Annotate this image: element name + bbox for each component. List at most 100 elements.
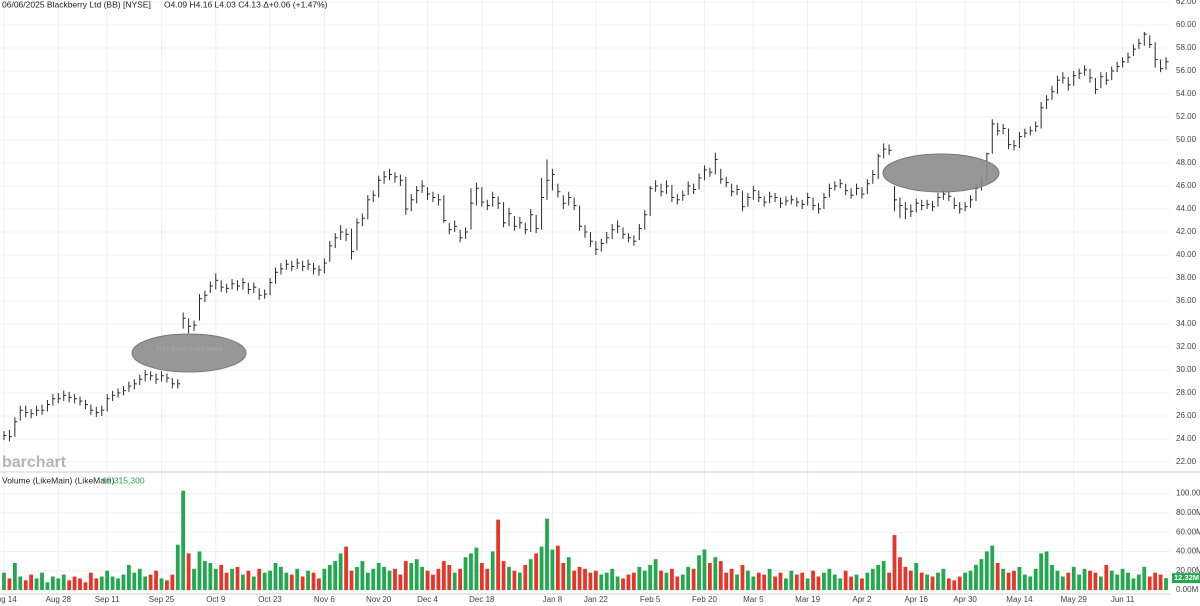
volume-bar: [143, 576, 148, 590]
volume-bar: [355, 566, 359, 590]
volume-bar: [1164, 578, 1168, 590]
y-tick-label: 46.00: [1176, 181, 1197, 190]
volume-bar: [593, 570, 598, 590]
volume-bar: [680, 574, 685, 590]
volume-bar: [523, 564, 528, 590]
volume-bar: [892, 535, 897, 590]
volume-bar: [441, 561, 446, 590]
volume-bar: [919, 572, 924, 590]
volume-bar: [718, 561, 723, 590]
volume-bar: [45, 582, 50, 590]
volume-bar: [192, 568, 196, 590]
volume-bar: [1055, 570, 1060, 590]
volume-bar: [1109, 570, 1114, 590]
volume-bar: [1093, 572, 1098, 590]
x-tick-label: Oct 9: [206, 595, 226, 604]
volume-bar: [137, 568, 142, 590]
volume-bar: [273, 563, 278, 590]
volume-bar: [930, 576, 935, 590]
volume-bar: [1098, 576, 1103, 590]
volume-bar: [740, 564, 745, 590]
x-tick-label: May 14: [1006, 595, 1033, 604]
volume-bar: [83, 582, 88, 590]
volume-bar: [257, 568, 262, 590]
volume-bar: [1136, 574, 1141, 590]
volume-bar: [724, 572, 729, 590]
volume-bar: [534, 553, 539, 590]
volume-bar: [507, 566, 511, 590]
volume-bar: [175, 544, 180, 590]
volume-bar: [577, 566, 582, 590]
volume-bar: [1104, 564, 1109, 590]
volume-bar: [1088, 570, 1092, 590]
volume-bar: [854, 574, 859, 590]
y-tick-label: 28.00: [1176, 388, 1197, 397]
volume-bar: [805, 578, 810, 590]
volume-bar: [1082, 568, 1087, 590]
volume-bar: [436, 568, 441, 590]
volume-bar: [327, 564, 332, 590]
last-value-label: 12.32M: [1174, 573, 1199, 582]
y-tick-label: 52.00: [1176, 112, 1197, 121]
y-tick-label: 22.00: [1176, 457, 1197, 466]
volume-bar: [631, 572, 636, 590]
volume-bar: [349, 570, 354, 590]
volume-bar: [170, 574, 175, 590]
volume-bar: [653, 559, 658, 590]
volume-bar: [659, 570, 663, 590]
volume-bar: [974, 564, 978, 590]
y-tick-label: 38.00: [1176, 273, 1197, 282]
chart-title: 06/06/2025 Blackberry Ltd (BB) [NYSE]: [2, 0, 151, 9]
y-tick-label: 40.00: [1176, 250, 1197, 259]
volume-bar: [925, 574, 929, 590]
volume-bar: [474, 547, 479, 590]
volume-bar: [957, 576, 962, 590]
x-tick-label: Jun 11: [1111, 595, 1135, 604]
volume-bar: [615, 576, 620, 590]
volume-bar: [387, 570, 392, 590]
volume-bar: [626, 574, 631, 590]
volume-readout: 12,315,300: [102, 475, 145, 485]
volume-bar: [1022, 574, 1027, 590]
volume-bar: [789, 570, 794, 590]
volume-tick-label: 80.00M: [1176, 508, 1200, 517]
y-tick-label: 58.00: [1176, 43, 1197, 52]
x-tick-label: Oct 23: [258, 595, 282, 604]
volume-bar: [317, 578, 321, 590]
y-tick-label: 60.00: [1176, 20, 1197, 29]
y-tick-label: 56.00: [1176, 66, 1197, 75]
volume-title: Volume (LikeMain) (LikeMain): [2, 475, 115, 485]
volume-bar: [729, 568, 734, 590]
x-tick-label: Jan 8: [543, 595, 563, 604]
volume-bar: [702, 549, 707, 590]
annotation-ellipse: [882, 153, 1000, 193]
y-tick-label: 42.00: [1176, 227, 1197, 236]
volume-bar: [849, 576, 853, 590]
volume-bar: [224, 572, 229, 590]
volume-bar: [34, 578, 39, 590]
volume-bar: [637, 566, 642, 590]
x-tick-label: Dec 18: [469, 595, 495, 604]
x-tick-label: May 29: [1061, 595, 1088, 604]
volume-bar: [990, 545, 995, 590]
volume-bar: [604, 572, 609, 590]
volume-bar: [550, 549, 555, 590]
volume-bar: [1028, 576, 1033, 590]
volume-bar: [762, 574, 767, 590]
volume-bar: [984, 551, 989, 590]
volume-bar: [669, 568, 674, 590]
volume-bar: [941, 568, 946, 590]
volume-bar: [800, 572, 805, 590]
volume-bar: [338, 553, 343, 590]
volume-bar: [18, 576, 23, 590]
volume-bar: [773, 576, 777, 590]
volume-bar: [121, 574, 126, 590]
volume-bar: [691, 568, 696, 590]
volume-bar: [664, 572, 669, 590]
volume-bar: [284, 572, 289, 590]
x-tick-label: Feb 5: [640, 595, 661, 604]
y-tick-label: 48.00: [1176, 158, 1197, 167]
x-tick-label: Feb 20: [692, 595, 717, 604]
volume-bar: [1131, 578, 1136, 590]
